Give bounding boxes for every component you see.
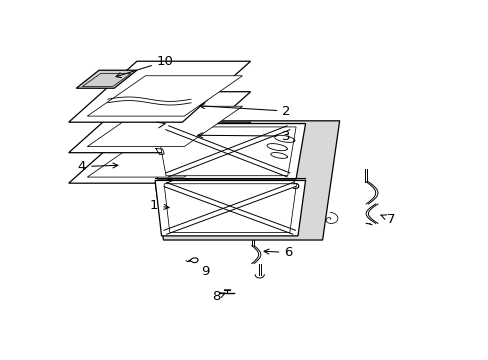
Text: 10: 10 [116,55,173,77]
Polygon shape [155,180,305,236]
Polygon shape [146,121,339,240]
Polygon shape [87,76,242,116]
Text: 5: 5 [291,179,300,193]
Polygon shape [68,122,250,183]
Text: 9: 9 [201,265,209,278]
Polygon shape [87,137,242,177]
Text: 1: 1 [149,199,169,212]
Polygon shape [164,184,296,233]
Polygon shape [76,70,137,88]
Text: 2: 2 [199,104,290,118]
Text: 7: 7 [380,213,394,226]
Polygon shape [82,73,131,87]
Text: 3: 3 [197,130,290,143]
Text: 8: 8 [212,290,224,303]
Polygon shape [68,61,250,122]
Polygon shape [68,92,250,153]
Polygon shape [147,123,305,179]
Text: 4: 4 [78,160,118,173]
Polygon shape [87,106,242,147]
Text: 6: 6 [264,246,292,259]
Polygon shape [157,127,296,176]
